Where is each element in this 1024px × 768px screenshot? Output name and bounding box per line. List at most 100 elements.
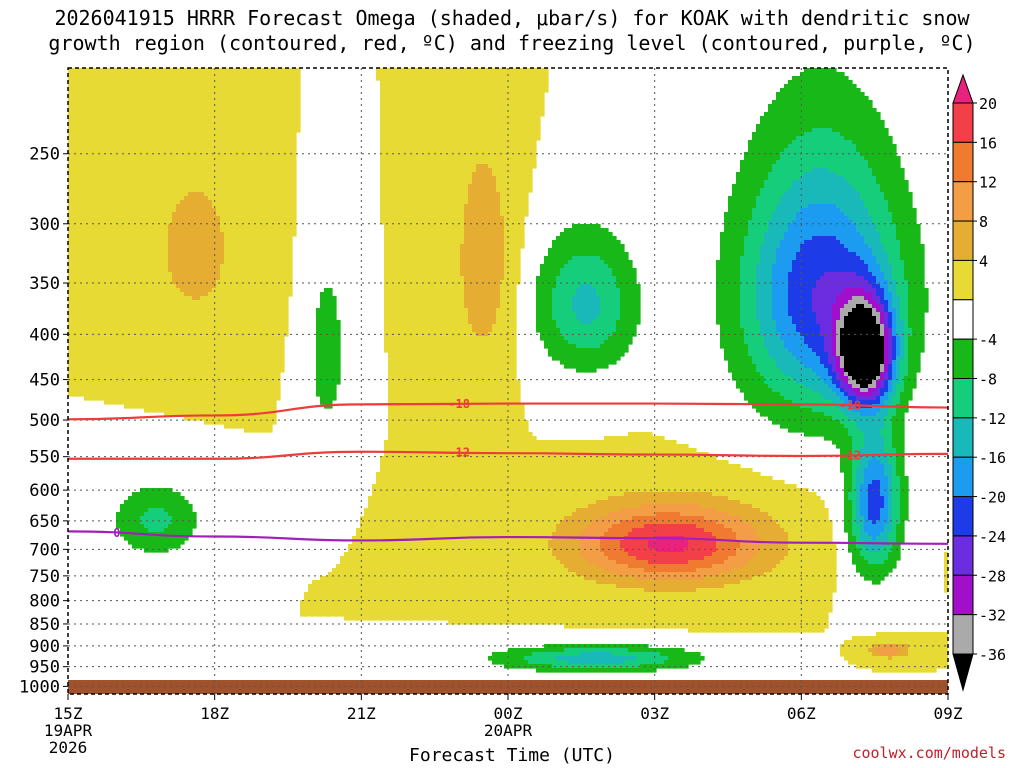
omega-cell	[252, 220, 257, 225]
omega-cell	[224, 172, 229, 177]
omega-cell	[120, 116, 125, 121]
omega-cell	[76, 224, 81, 229]
omega-cell	[68, 168, 73, 173]
omega-cell	[96, 152, 101, 157]
omega-cell	[188, 148, 193, 153]
omega-cell	[108, 96, 113, 101]
omega-cell	[132, 100, 137, 105]
omega-cell	[156, 300, 161, 305]
omega-cell	[176, 260, 181, 265]
omega-cell	[180, 360, 185, 365]
omega-cell	[268, 180, 273, 185]
omega-cell	[128, 308, 133, 313]
omega-cell	[268, 308, 273, 313]
omega-cell	[124, 164, 129, 169]
omega-cell	[192, 236, 197, 241]
omega-cell	[264, 112, 269, 117]
omega-cell	[80, 232, 85, 237]
omega-cell	[172, 392, 177, 397]
omega-cell	[172, 180, 177, 185]
omega-cell	[168, 344, 173, 349]
omega-cell	[252, 416, 257, 421]
omega-cell	[116, 156, 121, 161]
omega-cell	[228, 228, 233, 233]
omega-cell	[112, 204, 117, 209]
omega-cell	[188, 348, 193, 353]
omega-cell	[224, 260, 229, 265]
omega-cell	[264, 172, 269, 177]
omega-cell	[176, 176, 181, 181]
omega-cell	[136, 160, 141, 165]
omega-cell	[252, 372, 257, 377]
omega-cell	[200, 280, 205, 285]
omega-cell	[184, 136, 189, 141]
omega-cell	[248, 208, 253, 213]
omega-cell	[152, 308, 157, 313]
omega-cell	[224, 336, 229, 341]
omega-cell	[192, 136, 197, 141]
omega-cell	[236, 228, 241, 233]
omega-cell	[252, 280, 257, 285]
omega-cell	[244, 396, 249, 401]
omega-cell	[204, 360, 209, 365]
omega-cell	[172, 504, 177, 509]
omega-cell	[144, 508, 149, 513]
omega-cell	[164, 388, 169, 393]
omega-cell	[144, 180, 149, 185]
omega-cell	[160, 312, 165, 317]
omega-cell	[180, 76, 185, 81]
omega-cell	[184, 220, 189, 225]
omega-cell	[204, 192, 209, 197]
omega-cell	[264, 292, 269, 297]
omega-cell	[148, 392, 153, 397]
omega-cell	[200, 68, 205, 73]
omega-cell	[208, 144, 213, 149]
omega-cell	[248, 316, 253, 321]
omega-cell	[284, 168, 289, 173]
omega-cell	[92, 304, 97, 309]
omega-cell	[220, 380, 225, 385]
omega-cell	[144, 84, 149, 89]
omega-cell	[228, 92, 233, 97]
omega-cell	[184, 72, 189, 77]
omega-cell	[224, 164, 229, 169]
omega-cell	[184, 376, 189, 381]
omega-cell	[76, 104, 81, 109]
omega-cell	[144, 400, 149, 405]
omega-cell	[120, 372, 125, 377]
omega-cell	[176, 320, 181, 325]
omega-cell	[236, 148, 241, 153]
omega-cell	[80, 116, 85, 121]
omega-cell	[268, 316, 273, 321]
omega-cell	[96, 264, 101, 269]
omega-cell	[216, 168, 221, 173]
omega-cell	[220, 324, 225, 329]
omega-cell	[120, 524, 125, 529]
omega-cell	[120, 508, 125, 513]
omega-cell	[148, 360, 153, 365]
omega-cell	[136, 76, 141, 81]
omega-cell	[112, 376, 117, 381]
omega-cell	[140, 220, 145, 225]
omega-cell	[168, 220, 173, 225]
omega-cell	[204, 300, 209, 305]
omega-cell	[184, 292, 189, 297]
omega-cell	[220, 312, 225, 317]
omega-cell	[108, 80, 113, 85]
omega-cell	[256, 176, 261, 181]
omega-cell	[248, 84, 253, 89]
omega-cell	[180, 136, 185, 141]
omega-cell	[172, 132, 177, 137]
omega-cell	[136, 316, 141, 321]
omega-cell	[120, 240, 125, 245]
omega-cell	[280, 196, 285, 201]
omega-cell	[276, 168, 281, 173]
omega-cell	[124, 368, 129, 373]
omega-cell	[244, 168, 249, 173]
omega-cell	[284, 96, 289, 101]
omega-cell	[120, 532, 125, 537]
omega-cell	[192, 172, 197, 177]
omega-cell	[268, 132, 273, 137]
omega-cell	[144, 280, 149, 285]
omega-cell	[164, 136, 169, 141]
